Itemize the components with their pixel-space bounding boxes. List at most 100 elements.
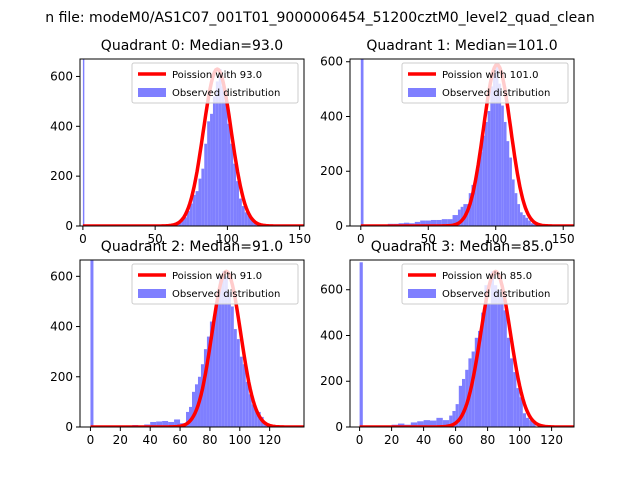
histogram-bar [458, 385, 462, 427]
legend-label-poisson: Poission with 93.0 [172, 70, 262, 81]
histogram-bar [495, 64, 499, 226]
histogram-bar [247, 216, 251, 226]
histogram-bar [517, 204, 521, 226]
histogram-bar [509, 157, 512, 226]
histogram-bar [503, 121, 507, 226]
histogram-bar [514, 193, 518, 226]
histogram-bar [452, 410, 456, 427]
histogram-bar [215, 298, 219, 427]
x-tick-label: 50 [148, 232, 163, 246]
histogram-bar [198, 178, 202, 226]
legend-box [401, 263, 569, 305]
x-tick-label: 0 [356, 433, 364, 447]
histogram-bar [520, 212, 523, 226]
legend-hist-swatch [138, 289, 166, 298]
histogram-bar [360, 59, 364, 226]
histogram-bar [178, 222, 182, 226]
histogram-bar [471, 184, 475, 226]
x-tick-label: 60 [448, 433, 463, 447]
figure-suptitle: n file: modeM0/AS1C07_001T01_9000006454_… [45, 10, 594, 26]
histogram-bar [201, 168, 205, 226]
x-tick-label: 100 [216, 232, 239, 246]
histogram-bar [430, 219, 437, 226]
histogram-bar [218, 68, 222, 226]
histogram-bar [174, 419, 181, 427]
plot-area [359, 262, 574, 427]
histogram-bar [481, 312, 485, 427]
x-tick-label: 0 [87, 433, 95, 447]
x-tick-label: 0 [357, 232, 365, 246]
y-tick-label: 400 [320, 328, 343, 342]
histogram-bar [189, 406, 192, 427]
poisson-curve [90, 269, 304, 427]
histogram-bar [253, 222, 257, 226]
histogram-bar [487, 303, 491, 427]
y-tick-label: 400 [320, 109, 343, 123]
histogram-bar [233, 163, 237, 226]
histogram-bar [254, 409, 258, 427]
legend: Poission with 101.0 Observed distribution [401, 62, 569, 104]
histogram-bar [238, 198, 242, 226]
histogram-bar [442, 420, 450, 427]
legend-box [131, 62, 299, 104]
y-tick-label: 600 [320, 283, 343, 297]
histogram-bar [251, 404, 255, 427]
histogram-bar [452, 215, 458, 226]
histogram-bar [221, 271, 225, 427]
histogram-bar [478, 330, 482, 427]
x-tick-label: 40 [416, 433, 431, 447]
histogram-bar [212, 96, 216, 226]
histogram-bar [420, 220, 426, 226]
legend-label-poisson: Poission with 101.0 [442, 70, 538, 81]
x-tick-label: 20 [113, 433, 128, 447]
histogram-bar [204, 143, 208, 226]
histogram-bar [476, 168, 480, 226]
histogram-bar [230, 143, 234, 226]
legend-label-poisson: Poission with 85.0 [442, 271, 532, 282]
histogram-bar [410, 422, 418, 427]
histogram-bar [181, 219, 185, 226]
histogram-bar [528, 220, 531, 226]
histogram-bar [490, 271, 494, 427]
histogram-bar [224, 276, 228, 427]
histogram-bar [236, 181, 239, 226]
histogram-bar [227, 123, 231, 226]
histogram-bar [484, 285, 488, 427]
histogram-bar [533, 224, 537, 226]
histogram-bar [529, 420, 533, 427]
histogram-bar [506, 337, 510, 427]
histogram-bar [250, 219, 254, 226]
subplot-quadrant-1: 0 50 100 150 0 200 400 600 Quadrant 1: Median=10… [320, 38, 575, 246]
legend-label-observed: Observed distribution [172, 88, 280, 99]
histogram-bar [244, 212, 248, 226]
poisson-curve [360, 62, 574, 226]
histogram-bar [425, 220, 431, 226]
y-tick-label: 0 [65, 219, 73, 233]
poisson-curve [359, 269, 574, 427]
y-tick-label: 0 [335, 420, 343, 434]
histogram-bar [522, 413, 526, 427]
histogram-bar [189, 203, 193, 226]
histogram-bar [417, 421, 424, 427]
histogram-bar [239, 356, 243, 427]
histogram-bar [423, 420, 430, 427]
legend-box [401, 62, 569, 104]
histogram-bar [221, 86, 225, 226]
histogram-bar [150, 421, 157, 427]
histogram-bar [525, 217, 529, 226]
histogram-bar [526, 417, 530, 427]
histogram-bar [192, 391, 195, 427]
x-tick-label: 40 [143, 433, 158, 447]
y-tick-label: 600 [320, 55, 343, 69]
y-tick-label: 200 [50, 370, 73, 384]
legend: Poission with 93.0 Observed distribution [131, 62, 299, 104]
histogram-bar [449, 415, 453, 427]
legend-hist-swatch [138, 88, 166, 97]
histogram-bar [471, 351, 475, 427]
histogram-bar [212, 316, 216, 427]
y-tick-label: 600 [50, 269, 73, 283]
y-tick-label: 0 [335, 219, 343, 233]
histogram-bar [207, 121, 211, 226]
histogram-bar [479, 152, 483, 226]
x-tick-label: 100 [508, 433, 531, 447]
